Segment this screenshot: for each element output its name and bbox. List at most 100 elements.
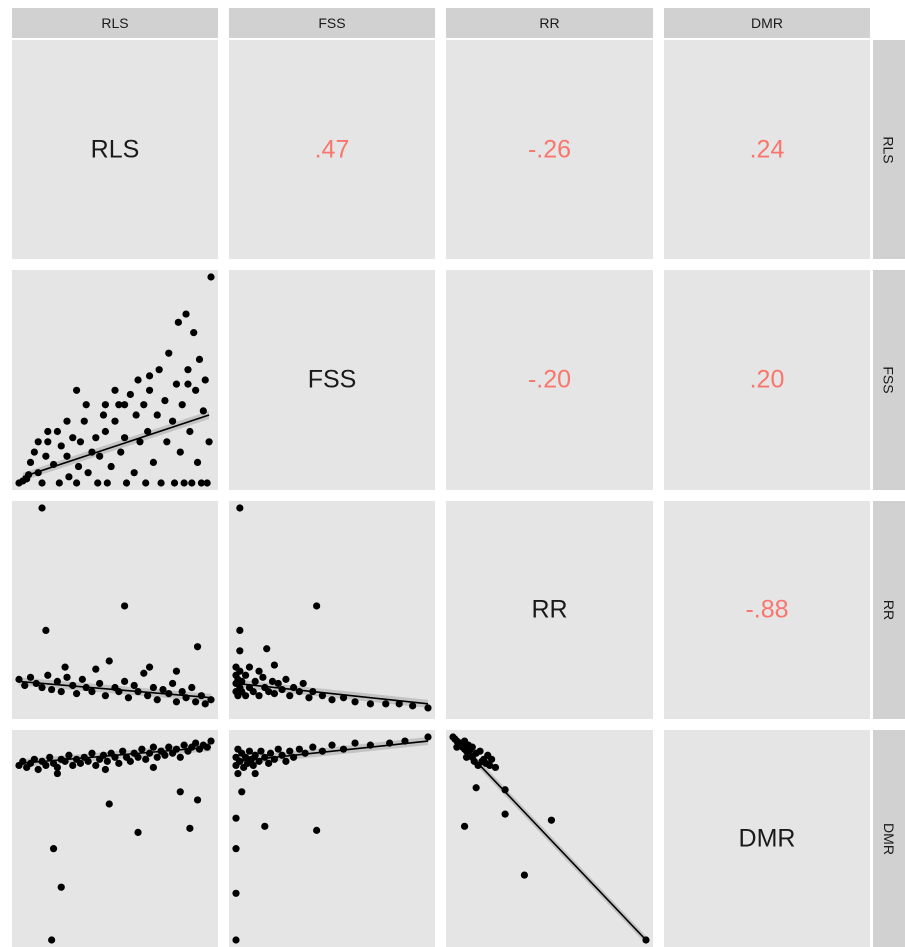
fit-line (22, 414, 210, 478)
data-point (101, 765, 109, 774)
panel-fss-fss: FSS (229, 270, 435, 490)
data-point (232, 889, 240, 897)
panel-rls-dmr: .24 (664, 40, 870, 259)
data-point (105, 657, 113, 665)
data-point (88, 749, 96, 757)
data-point (140, 669, 148, 677)
data-point (130, 469, 138, 477)
data-point (192, 698, 200, 706)
row-strip-rr: RR (873, 501, 905, 719)
data-point (274, 745, 282, 753)
data-point (251, 769, 259, 778)
data-point (63, 417, 71, 425)
data-point (94, 479, 102, 487)
data-point (165, 743, 173, 751)
data-point (165, 349, 173, 357)
data-point (460, 822, 469, 830)
data-point (232, 936, 240, 944)
data-point (26, 458, 35, 466)
data-point (236, 626, 244, 634)
diagonal-label: DMR (738, 824, 796, 852)
data-point (80, 417, 88, 425)
panel-dmr-fss (229, 730, 435, 947)
data-point (44, 438, 52, 446)
data-point (55, 479, 63, 487)
diagonal-label: FSS (307, 365, 357, 394)
panel-fss-rr: -.20 (446, 270, 653, 490)
data-point (99, 411, 108, 419)
data-point (172, 667, 181, 675)
data-point (144, 692, 152, 700)
data-point (130, 681, 138, 690)
data-point (73, 479, 81, 487)
data-point (382, 700, 390, 708)
data-point (161, 397, 169, 405)
data-point (122, 479, 131, 487)
data-point (21, 681, 29, 690)
panel-rls-rls: RLS (12, 40, 218, 259)
data-point (159, 685, 167, 694)
scatter-plot (15, 504, 215, 708)
data-point (134, 376, 142, 384)
diagonal-label: RR (531, 595, 568, 624)
data-point (111, 386, 119, 394)
data-point (49, 845, 58, 853)
data-point (144, 427, 152, 436)
data-point (184, 366, 192, 374)
data-point (142, 479, 150, 487)
data-point (547, 816, 556, 824)
data-point (265, 759, 273, 767)
data-point (468, 743, 476, 751)
data-point (192, 739, 200, 747)
data-point (153, 411, 161, 419)
data-point (242, 753, 250, 761)
correlation-value: -.88 (745, 595, 789, 624)
data-point (366, 700, 374, 708)
data-point (486, 761, 494, 770)
scatter-plot (232, 733, 432, 944)
data-point (395, 700, 403, 708)
data-point (424, 733, 432, 741)
data-point (117, 448, 125, 456)
data-point (73, 690, 81, 698)
data-point (255, 692, 263, 700)
data-point (149, 743, 157, 751)
data-point (121, 677, 129, 685)
data-point (155, 366, 163, 374)
fit-line (235, 740, 429, 763)
data-point (476, 747, 484, 755)
data-point (119, 747, 127, 755)
correlation-value: .47 (314, 135, 350, 163)
panel-fss-rls (12, 270, 218, 490)
data-point (63, 452, 71, 460)
data-point (42, 626, 50, 634)
data-point (82, 401, 90, 409)
data-point (313, 826, 321, 834)
data-point (57, 883, 65, 891)
panel-rls-rr: -.26 (446, 40, 653, 259)
fit-line (452, 736, 647, 941)
row-strip-rls: RLS (873, 40, 905, 259)
data-point (197, 479, 205, 487)
data-point (261, 822, 269, 830)
scatter-plot (232, 504, 432, 712)
data-point (282, 757, 290, 765)
data-point (172, 380, 181, 388)
data-point (42, 761, 50, 770)
data-point (136, 438, 144, 446)
data-point (278, 685, 286, 694)
fit-line (235, 682, 429, 705)
row-strip-label: FSS (880, 366, 897, 394)
data-point (92, 434, 100, 442)
data-point (282, 675, 290, 683)
data-point (30, 755, 38, 763)
data-point (249, 761, 257, 770)
data-point (501, 810, 509, 818)
data-point (309, 743, 317, 751)
data-point (242, 692, 250, 700)
data-point (69, 434, 77, 442)
data-point (38, 479, 46, 487)
data-point (351, 698, 359, 706)
data-point (491, 763, 500, 772)
row-strip-label: DMR (880, 822, 897, 855)
